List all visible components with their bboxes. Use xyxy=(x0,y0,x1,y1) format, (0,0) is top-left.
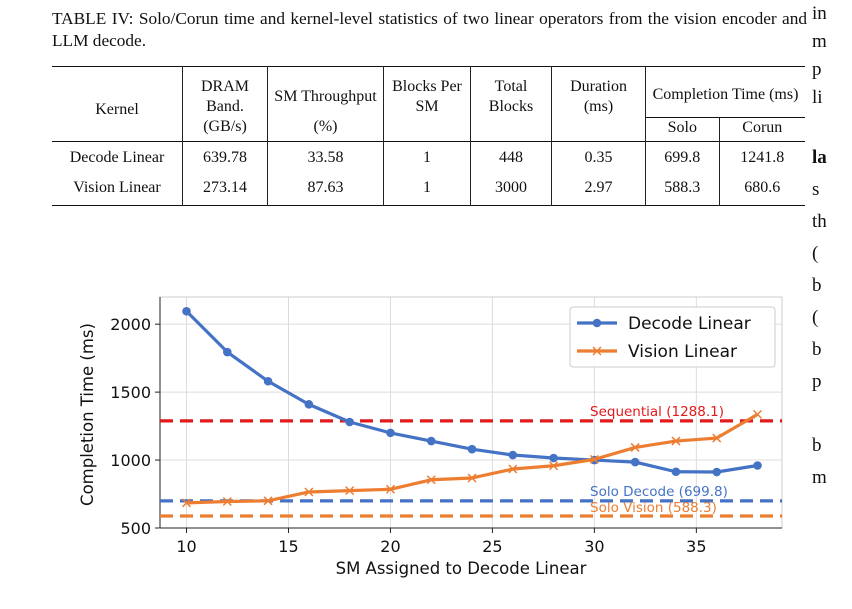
x-tick-label: 10 xyxy=(176,537,196,556)
data-point xyxy=(182,306,191,316)
data-point xyxy=(386,428,395,438)
header-duration: Duration (ms) xyxy=(551,66,646,117)
y-tick-label: 1500 xyxy=(110,383,151,402)
data-point xyxy=(630,442,640,452)
legend xyxy=(569,306,776,368)
legend-marker xyxy=(592,318,602,328)
table-row: Vision Linear 273.14 87.63 1 3000 2.97 588.3 68… xyxy=(52,172,805,205)
header-total-blocks: Total Blocks xyxy=(470,66,552,117)
subheader-2: (%) xyxy=(267,117,384,141)
subheader-7: Corun xyxy=(718,117,805,141)
data-point xyxy=(753,461,762,470)
text-fragment: ( xyxy=(812,243,819,264)
table-cell: Vision Linear xyxy=(73,178,161,196)
text-fragment: li xyxy=(812,87,823,108)
data-point xyxy=(385,484,395,494)
table-cell: Decode Linear xyxy=(69,148,165,166)
table-cell: 639.78 xyxy=(182,141,268,173)
reference-line-label: Solo Vision (588.3) xyxy=(590,500,717,516)
y-tick-label: 2000 xyxy=(110,315,151,334)
table-caption: TABLE IV: Solo/Corun time and kernel-lev… xyxy=(52,9,807,50)
table-cell: 680.6 xyxy=(718,172,805,205)
header-dram: DRAM Band. xyxy=(182,66,268,117)
x-tick-label: 30 xyxy=(584,537,604,556)
table-cell: 1 xyxy=(383,172,471,205)
data-point xyxy=(304,400,314,409)
text-fragment: ( xyxy=(812,307,819,328)
legend-marker xyxy=(592,346,602,356)
table-cell: 1 xyxy=(383,141,471,173)
text-fragment: b xyxy=(812,339,822,360)
table-cell: 1241.8 xyxy=(718,141,805,173)
data-point xyxy=(263,376,273,386)
x-tick-label: 15 xyxy=(278,537,298,556)
text-fragment: p xyxy=(812,59,822,80)
data-point xyxy=(671,467,681,477)
table-cell: 33.58 xyxy=(267,141,384,173)
subheader-4 xyxy=(470,117,552,141)
text-fragment: th xyxy=(812,211,827,232)
text-fragment: in xyxy=(812,3,827,24)
table-cell: 87.63 xyxy=(267,172,384,205)
data-point xyxy=(508,464,518,474)
data-point xyxy=(263,496,273,506)
x-axis-label: SM Assigned to Decode Linear xyxy=(336,559,587,578)
table-cell: 0.35 xyxy=(551,141,646,173)
table-cell: 448 xyxy=(470,141,552,173)
subheader-3 xyxy=(383,117,471,141)
legend-label: Decode Linear xyxy=(628,314,751,334)
data-point xyxy=(589,454,599,464)
text-fragment: p xyxy=(812,371,822,392)
table-cell: 273.14 xyxy=(182,172,268,205)
text-fragment: m xyxy=(812,31,827,52)
text-fragment: b xyxy=(812,275,822,296)
data-point xyxy=(549,461,559,471)
data-point xyxy=(426,475,436,485)
reference-line-label: Solo Decode (699.8) xyxy=(590,484,728,500)
table-cell: 3000 xyxy=(470,172,552,205)
data-point xyxy=(426,436,436,446)
data-point xyxy=(630,457,640,467)
table-row: Decode Linear 639.78 33.58 1 448 0.35 699.8 124… xyxy=(52,141,805,173)
y-axis-label: Completion Time (ms) xyxy=(78,323,97,506)
data-point xyxy=(508,450,518,460)
data-point xyxy=(549,453,558,463)
y-tick-label: 500 xyxy=(120,519,151,538)
subheader-5 xyxy=(551,117,646,141)
subheader-6: Solo xyxy=(645,117,720,141)
data-point xyxy=(304,487,314,497)
text-fragment: b xyxy=(812,435,822,456)
x-tick-label: 25 xyxy=(482,537,502,556)
data-point xyxy=(671,436,681,446)
y-tick-label: 1000 xyxy=(110,451,151,470)
data-point xyxy=(712,433,722,443)
kernel-stats-table: Kernel DRAM Band. SM Throughput Blocks P… xyxy=(52,66,805,206)
data-point xyxy=(712,467,722,477)
data-point xyxy=(467,473,477,483)
subheader-1: (GB/s) xyxy=(182,117,268,141)
data-point xyxy=(345,486,355,496)
data-point xyxy=(222,347,232,357)
data-point xyxy=(752,409,763,419)
data-point xyxy=(222,496,232,507)
x-tick-label: 35 xyxy=(686,537,706,556)
data-point xyxy=(467,444,477,454)
header-blocks-per-sm: Blocks Per SM xyxy=(383,66,471,117)
header-kernel: Kernel xyxy=(95,100,139,118)
text-fragment: la xyxy=(812,147,827,168)
x-tick-label: 20 xyxy=(380,537,400,556)
reference-line-label: Sequential (1288.1) xyxy=(590,404,724,420)
header-completion-time: Completion Time (ms) xyxy=(645,66,805,118)
data-point xyxy=(181,498,192,508)
header-sm-throughput: SM Throughput xyxy=(267,66,384,117)
right-column-text: in m p li la s th(b(b p b m xyxy=(812,0,827,492)
data-point xyxy=(345,417,354,427)
text-fragment: s xyxy=(812,179,820,200)
legend-label: Vision Linear xyxy=(628,342,737,362)
table-cell: 699.8 xyxy=(645,141,720,173)
table-cell: 2.97 xyxy=(551,172,646,205)
table-cell: 588.3 xyxy=(645,172,720,205)
text-fragment: m xyxy=(812,467,827,488)
